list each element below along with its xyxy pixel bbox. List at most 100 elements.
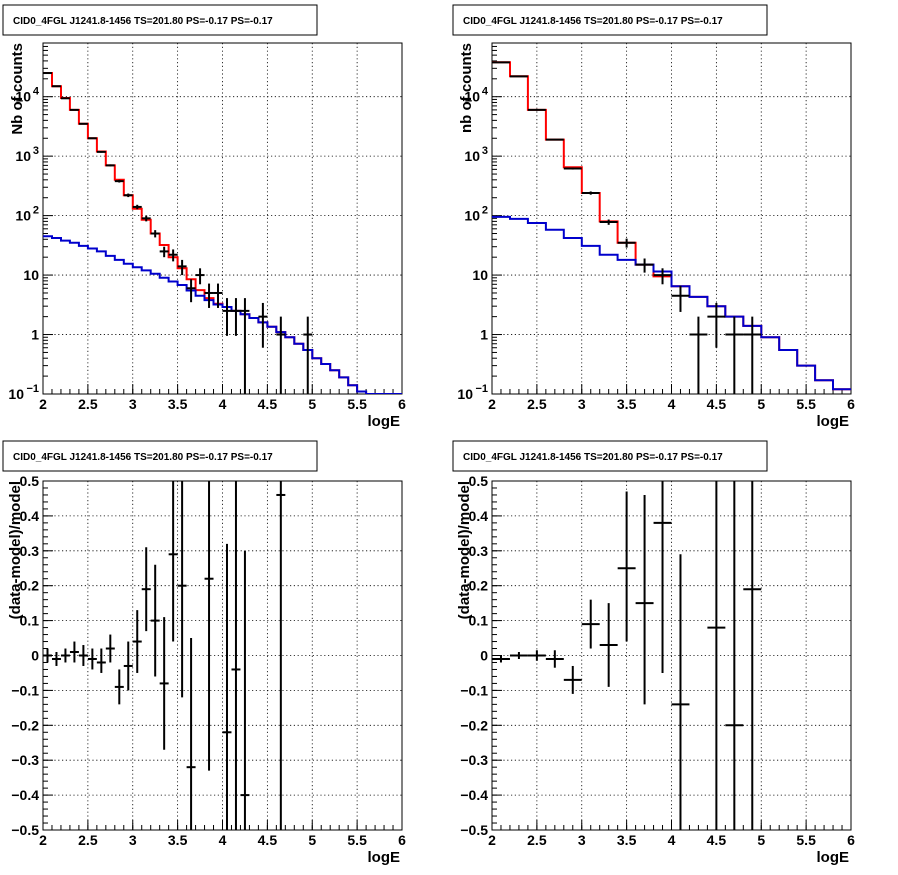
y-tick-label: 0.4	[469, 508, 489, 524]
data-point	[492, 655, 510, 663]
data-point	[114, 669, 124, 705]
data-point	[186, 638, 196, 830]
chart-panel-tr: CID0_4FGL J1241.8-1456 TS=201.80 PS=-0.1…	[452, 4, 855, 430]
y-tick-label: −0.1	[460, 682, 488, 698]
chart-title: CID0_4FGL J1241.8-1456 TS=201.80 PS=-0.1…	[463, 16, 723, 27]
data-point	[69, 641, 79, 663]
data-point	[671, 285, 690, 312]
y-tick-label: −0.5	[460, 822, 488, 838]
chart-panel-tl: CID0_4FGL J1241.8-1456 TS=201.80 PS=-0.1…	[2, 4, 406, 430]
data-point	[186, 279, 196, 303]
x-tick-label: 4	[219, 832, 227, 848]
x-tick-label: 2	[39, 396, 47, 412]
x-tick-label: 3.5	[617, 396, 637, 412]
data-point	[276, 316, 286, 394]
data-point	[87, 648, 97, 670]
data-point	[222, 543, 232, 830]
x-axis-label: logE	[368, 413, 401, 430]
data-point	[581, 599, 600, 649]
data-point	[617, 491, 636, 642]
y-tick-label: 10 4	[464, 86, 488, 105]
data-point	[527, 108, 546, 111]
chart-title-box	[452, 440, 768, 472]
data-point	[105, 634, 115, 663]
chart-panel-bl: CID0_4FGL J1241.8-1456 TS=201.80 PS=-0.1…	[2, 440, 406, 866]
data-point	[545, 138, 564, 141]
x-tick-label: 6	[398, 396, 406, 412]
x-axis-label: logE	[817, 413, 850, 430]
y-tick-label: 0.1	[469, 613, 489, 629]
data-point	[599, 219, 618, 225]
data-point	[240, 298, 250, 394]
y-tick-label: 0.5	[469, 473, 489, 489]
x-tick-label: 3	[578, 396, 586, 412]
x-tick-label: 3.5	[168, 396, 188, 412]
data-point	[141, 215, 151, 222]
data-point	[653, 481, 672, 673]
y-tick-label: 0.3	[469, 543, 489, 559]
x-tick-label: 5.5	[347, 832, 367, 848]
x-tick-label: 5.5	[796, 832, 816, 848]
data-point	[509, 652, 528, 659]
data-point	[725, 316, 744, 394]
data-point	[276, 481, 286, 830]
x-tick-label: 3.5	[168, 832, 188, 848]
x-tick-label: 2.5	[78, 832, 98, 848]
y-axis-label: Nb of counts	[9, 43, 26, 135]
data-point	[132, 610, 142, 673]
data-point	[141, 547, 151, 632]
x-tick-label: 3	[129, 832, 137, 848]
data-point	[150, 564, 160, 677]
y-tick-label: 0.1	[20, 613, 40, 629]
data-point	[743, 316, 762, 394]
data-point	[689, 316, 708, 394]
data-point	[168, 481, 178, 642]
data-point	[96, 150, 106, 153]
y-tick-label: 10 −1	[8, 383, 39, 402]
data-point	[43, 648, 52, 663]
y-tick-label: −0.2	[11, 717, 39, 733]
y-tick-label: −0.3	[11, 752, 39, 768]
data-point	[635, 258, 654, 273]
data-point	[563, 665, 582, 694]
chart-title: CID0_4FGL J1241.8-1456 TS=201.80 PS=-0.1…	[463, 452, 723, 463]
data-point	[114, 179, 124, 183]
y-axis-label: nb of counts	[458, 43, 475, 133]
data-point	[671, 554, 690, 830]
chart-title-box	[2, 440, 318, 472]
data-point	[87, 137, 97, 140]
y-tick-label: 0	[31, 648, 39, 664]
data-point	[51, 652, 61, 666]
data-point	[617, 238, 636, 248]
y-tick-label: 0.3	[20, 543, 40, 559]
x-tick-label: 6	[398, 832, 406, 848]
x-tick-label: 5	[308, 396, 316, 412]
data-point	[177, 259, 187, 276]
y-tick-label: 0.4	[20, 508, 40, 524]
y-tick-label: 10 2	[15, 205, 39, 224]
grid	[43, 481, 402, 830]
x-tick-label: 5.5	[347, 396, 367, 412]
y-tick-label: 0.2	[20, 578, 40, 594]
data-point	[653, 268, 672, 285]
x-tick-label: 2.5	[527, 832, 547, 848]
grid	[492, 43, 851, 394]
data-point	[707, 302, 726, 348]
data-point	[599, 603, 618, 687]
data-point	[635, 494, 654, 705]
x-tick-label: 2	[488, 832, 496, 848]
y-tick-label: 10 4	[15, 86, 39, 105]
y-tick-label: 0	[480, 648, 488, 664]
x-tick-label: 2.5	[78, 396, 98, 412]
data-point	[150, 230, 160, 238]
data-point	[545, 650, 564, 668]
data-point	[123, 193, 133, 198]
data-point	[213, 283, 223, 308]
x-tick-label: 3.5	[617, 832, 637, 848]
data-point	[204, 283, 214, 308]
grid	[43, 43, 402, 394]
data-point	[707, 481, 726, 830]
x-tick-label: 5	[757, 832, 765, 848]
y-axis-label: (data-model)/model	[7, 481, 24, 619]
